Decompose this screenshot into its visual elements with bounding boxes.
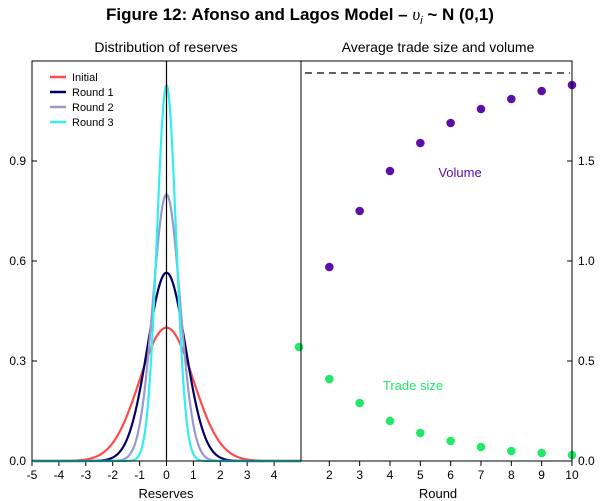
trade-size-point [294, 342, 304, 352]
left-y-tick-label: 0.6 [9, 254, 26, 268]
left-y-tick-label: 0.9 [9, 154, 26, 168]
right-panel-title: Average trade size and volume [342, 39, 535, 55]
left-x-tick-label: 1 [190, 468, 197, 482]
right-x-tick-label: 10 [565, 468, 579, 482]
left-x-tick-label: 2 [217, 468, 224, 482]
volume-point [416, 138, 425, 148]
volume-point [355, 206, 364, 216]
right-x-tick-label: 4 [387, 468, 394, 482]
volume-point [476, 104, 486, 114]
left-x-axis-label: Reserves [139, 486, 194, 501]
volume-point [446, 118, 455, 128]
trade-size-point [537, 448, 546, 458]
plot-frame [31, 60, 573, 462]
right-panel: 2 3 4 5 6 7 8 9 100.0 0.5 1.0 1.5 Volume Trade size [294, 72, 595, 482]
volume-point [507, 94, 516, 104]
trade-size-point [507, 446, 516, 456]
right-x-tick-label: 2 [326, 468, 333, 482]
trade-size-series-label: Trade size [383, 378, 443, 393]
left-y-tick-label: 0.0 [9, 454, 26, 468]
legend-label: Initial [72, 72, 98, 84]
left-x-tick-label: -1 [134, 468, 145, 482]
trade-size-point [325, 374, 334, 384]
legend-label: Round 3 [72, 117, 114, 129]
trade-size-point [446, 436, 455, 446]
right-x-tick-label: 8 [508, 468, 515, 482]
right-x-tick-label: 3 [356, 468, 363, 482]
right-x-axis-label: Round [419, 486, 457, 501]
trade-size-point [476, 442, 486, 452]
right-x-tick-label: 9 [538, 468, 545, 482]
legend-label: Round 2 [72, 102, 114, 114]
right-x-tick-label: 5 [417, 468, 424, 482]
left-x-tick-label: -4 [54, 468, 65, 482]
trade-size-point [355, 398, 364, 408]
volume-point [325, 262, 334, 272]
trade-size-point [385, 416, 395, 426]
left-panel-title: Distribution of reserves [94, 39, 237, 55]
left-x-tick-label: -3 [80, 468, 91, 482]
right-y-tick-label: 1.0 [578, 254, 595, 268]
right-x-tick-label: 7 [478, 468, 485, 482]
trade-size-point [416, 428, 425, 438]
volume-series-label: Volume [438, 165, 481, 180]
left-y-tick-label: 0.3 [9, 354, 26, 368]
right-y-tick-label: 0.0 [578, 454, 595, 468]
right-y-tick-label: 0.5 [578, 354, 595, 368]
left-x-tick-label: -2 [107, 468, 118, 482]
right-x-tick-label: 6 [447, 468, 454, 482]
figure-title: Figure 12: Afonso and Lagos Model – υi ~… [106, 5, 494, 27]
left-x-tick-label: -5 [27, 468, 38, 482]
left-x-tick-label: 3 [244, 468, 251, 482]
volume-point [385, 166, 395, 176]
legend: Initial Round 1 Round 2 Round 3 [50, 72, 114, 129]
right-y-tick-label: 1.5 [578, 154, 595, 168]
left-x-tick-label: 4 [271, 468, 278, 482]
left-panel: -5 -4 -3 -2 -1 0 1 2 3 4 0.0 0.3 0.6 0.9 Initial Round … [9, 61, 301, 482]
legend-label: Round 1 [72, 87, 114, 99]
volume-point [537, 86, 546, 96]
left-x-tick-label: 0 [163, 468, 170, 482]
